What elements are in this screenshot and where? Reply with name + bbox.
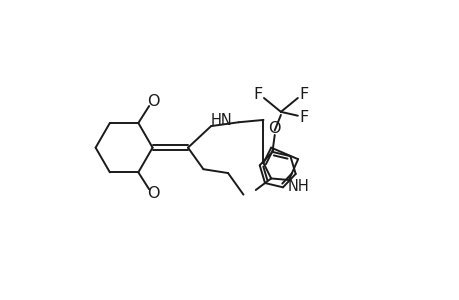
- Text: NH: NH: [287, 178, 309, 194]
- Text: O: O: [147, 94, 160, 109]
- Text: HN: HN: [211, 113, 232, 128]
- Text: F: F: [252, 87, 262, 102]
- Text: F: F: [299, 87, 308, 102]
- Text: F: F: [299, 110, 308, 125]
- Text: O: O: [268, 121, 280, 136]
- Text: O: O: [147, 186, 160, 201]
